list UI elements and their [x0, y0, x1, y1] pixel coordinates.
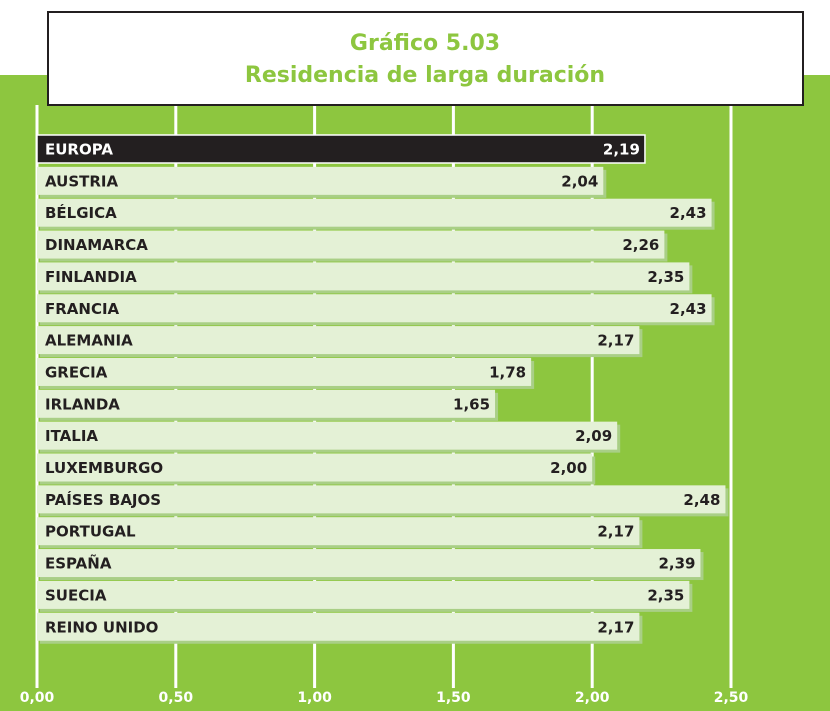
x-tick-label: 1,00 [297, 690, 332, 706]
value-label: 2,48 [683, 491, 720, 509]
category-label: AUSTRIA [45, 172, 118, 190]
value-label: 1,78 [489, 363, 526, 381]
value-label: 2,19 [603, 141, 640, 159]
bar [37, 389, 496, 418]
bar [36, 134, 646, 164]
category-label: REINO UNIDO [45, 618, 158, 636]
value-label: 2,04 [561, 172, 598, 190]
value-label: 2,09 [575, 427, 612, 445]
bars: EUROPA 2,19 AUSTRIA 2,04 BÉLGICA 2,43 DINAMARC… [36, 134, 729, 644]
bar [37, 294, 712, 323]
chart-subtitle: Residencia de larga duración [245, 63, 605, 88]
bar [37, 485, 726, 514]
category-label: ESPAÑA [45, 554, 112, 573]
category-label: PAÍSES BAJOS [45, 490, 161, 509]
value-label: 2,26 [622, 236, 659, 254]
category-label: IRLANDA [45, 395, 120, 413]
category-label: BÉLGICA [45, 203, 117, 222]
bar [37, 230, 665, 259]
bar [37, 166, 604, 195]
category-label: LUXEMBURGO [45, 459, 163, 477]
value-label: 2,17 [597, 523, 634, 541]
x-tick-label: 1,50 [436, 690, 471, 706]
bar [37, 198, 712, 227]
value-label: 2,39 [658, 555, 695, 573]
category-label: SUECIA [45, 586, 107, 604]
value-label: 2,43 [670, 300, 707, 318]
bar [37, 326, 640, 355]
category-label: FRANCIA [45, 300, 120, 318]
bar [37, 580, 690, 609]
value-label: 2,35 [647, 268, 684, 286]
x-tick-label: 2,50 [714, 690, 749, 706]
bar [37, 421, 618, 450]
category-label: ITALIA [45, 427, 98, 445]
value-label: 2,43 [670, 204, 707, 222]
value-label: 2,17 [597, 332, 634, 350]
value-label: 2,35 [647, 586, 684, 604]
category-label: ALEMANIA [45, 332, 133, 350]
value-label: 2,00 [550, 459, 587, 477]
x-tick-label: 0,00 [20, 690, 55, 706]
category-label: PORTUGAL [45, 523, 136, 541]
x-tick-label: 0,50 [159, 690, 194, 706]
bar [37, 262, 690, 291]
bar [37, 517, 640, 546]
category-label: GRECIA [45, 363, 108, 381]
category-label: EUROPA [45, 141, 113, 159]
category-label: FINLANDIA [45, 268, 137, 286]
title-box [47, 11, 804, 106]
bar [37, 612, 640, 641]
value-label: 1,65 [453, 395, 490, 413]
bar [37, 453, 593, 482]
chart-title: Gráfico 5.03 [350, 31, 500, 56]
value-label: 2,17 [597, 618, 634, 636]
bar [37, 357, 532, 386]
x-tick-label: 2,00 [575, 690, 610, 706]
bar [37, 549, 701, 578]
category-label: DINAMARCA [45, 236, 148, 254]
